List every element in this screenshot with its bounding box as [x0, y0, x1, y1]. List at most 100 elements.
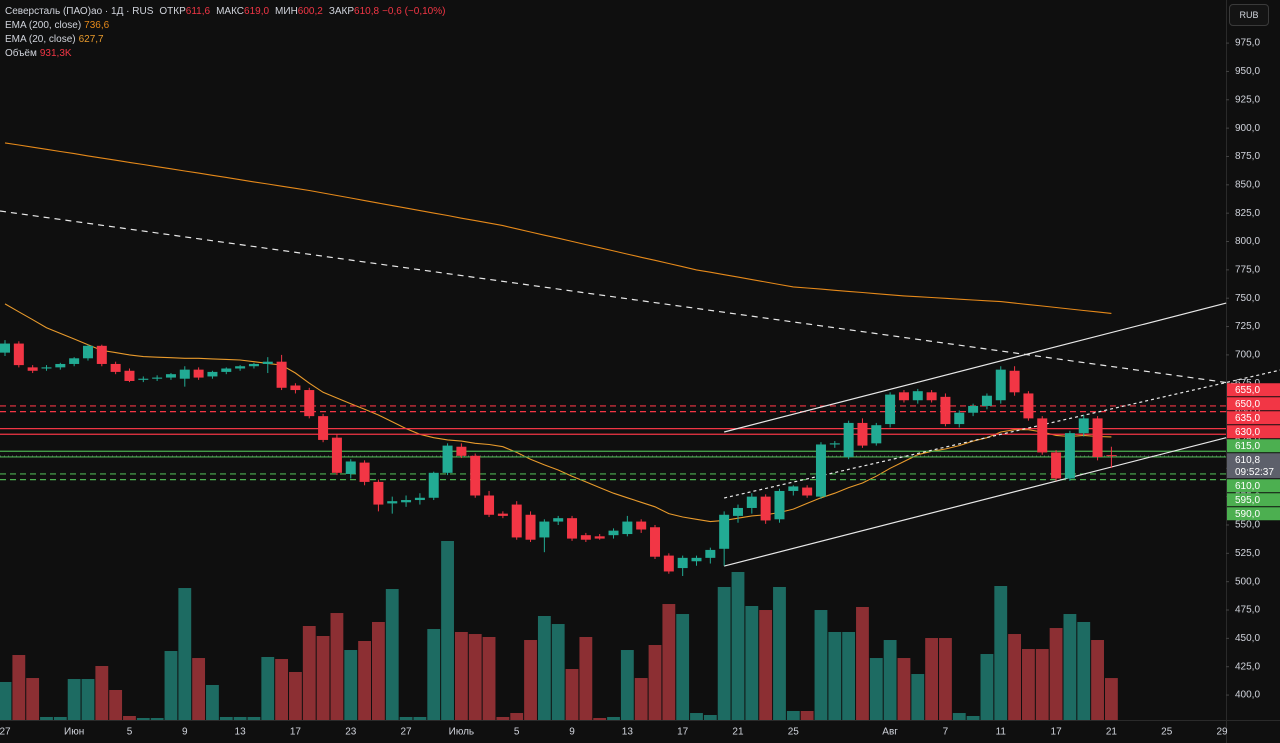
ohlc-value: 610,8	[354, 6, 380, 17]
ohlc-label: ЗАКР	[328, 6, 355, 17]
x-tick-label: 5	[514, 727, 520, 738]
candle-body	[179, 369, 190, 379]
x-tick-label: 13	[622, 727, 634, 738]
volume-bar	[496, 716, 510, 720]
legend-row: EMA (200, close) 736,6	[5, 19, 445, 33]
x-tick-label: 7	[943, 727, 949, 738]
trend-line	[724, 437, 1227, 567]
volume-bar	[607, 716, 620, 720]
y-tick-label: 400,0	[1235, 690, 1260, 701]
candle-body	[995, 369, 1006, 401]
candle-body	[248, 363, 259, 367]
candle-body	[0, 343, 10, 353]
volume-bar	[1091, 640, 1104, 720]
volume-bar	[1104, 678, 1118, 720]
candle-body	[981, 395, 992, 406]
volume-bar	[261, 656, 275, 720]
volume-bar	[676, 614, 690, 720]
candle-body	[1037, 418, 1048, 453]
volume-bar	[413, 716, 427, 720]
x-tick-label: 27	[0, 727, 11, 738]
candle-body	[760, 496, 771, 521]
volume-bar	[109, 690, 123, 720]
volume-bar	[316, 635, 330, 720]
volume-bar	[123, 715, 136, 720]
indicator-name: EMA (20, close)	[5, 34, 76, 45]
volume-bar	[869, 658, 883, 720]
candle-body	[124, 370, 135, 381]
candle-body	[276, 361, 287, 388]
volume-bar	[690, 713, 703, 720]
volume-bar	[344, 650, 358, 720]
volume-bar	[634, 678, 648, 720]
x-tick-label: 25	[1161, 727, 1173, 738]
candle-body	[207, 371, 218, 377]
volume-bar	[95, 665, 109, 720]
level-label-box	[1227, 425, 1280, 439]
candle-body	[484, 495, 495, 515]
candle-body	[428, 472, 439, 498]
candle-body	[1023, 393, 1034, 419]
ohlc-label: МИН	[275, 6, 298, 17]
level-label: 615,0	[1235, 441, 1260, 452]
level-label: 610,0	[1235, 481, 1260, 492]
volume-bar	[842, 631, 856, 720]
candle-body	[774, 490, 785, 520]
volume-bar	[814, 610, 828, 720]
volume-bar	[40, 716, 53, 720]
volume-bar	[731, 571, 745, 720]
currency-button[interactable]: RUB	[1229, 4, 1269, 26]
candle-body	[1009, 370, 1020, 393]
ohlc-item: ЗАКР610,8	[329, 5, 379, 19]
candle-body	[802, 487, 813, 496]
ohlc-item: ОТКР611,6	[159, 5, 210, 19]
volume-bar	[662, 604, 676, 720]
volume-bar	[399, 716, 413, 720]
y-tick-label: 875,0	[1235, 151, 1260, 162]
volume-bar	[12, 655, 26, 720]
volume-bar	[302, 625, 316, 720]
candle-body	[732, 507, 743, 516]
level-label: 590,0	[1235, 509, 1260, 520]
volume-bar	[1035, 649, 1049, 720]
candle-body	[456, 446, 467, 456]
ohlc-label: ОТКР	[159, 6, 186, 17]
volume-bar	[206, 685, 219, 720]
volume-bar	[67, 679, 81, 720]
volume-bar	[579, 636, 593, 720]
candle-body	[304, 390, 315, 417]
candle-body	[912, 391, 923, 401]
candle-body	[691, 557, 702, 562]
candle-body	[165, 374, 176, 378]
indicator-value: 736,6	[84, 20, 110, 31]
volume-bar	[233, 716, 247, 720]
volume-bar	[178, 588, 192, 720]
x-tick-label: 11	[996, 727, 1007, 738]
volume-bar	[897, 658, 911, 720]
x-tick-label: 5	[127, 727, 133, 738]
level-label: 655,0	[1235, 385, 1260, 396]
y-tick-label: 950,0	[1235, 66, 1260, 77]
candle-body	[608, 530, 619, 536]
volume-bar	[994, 585, 1008, 720]
level-label-box	[1227, 397, 1280, 411]
symbol: Северсталь (ПАО)ао · 1Д · RUS	[5, 6, 154, 17]
level-label: 610,8	[1235, 455, 1260, 466]
trend-line	[724, 302, 1227, 433]
ema-line	[4, 303, 1112, 523]
y-tick-label: 800,0	[1235, 236, 1260, 247]
candle-body	[318, 416, 329, 440]
legend-row: Объём 931,3K	[5, 47, 445, 61]
candle-body	[96, 345, 107, 364]
candle-body	[705, 549, 716, 558]
level-label-box	[1227, 453, 1280, 479]
candle-body	[1078, 418, 1089, 434]
volume-bar	[1049, 628, 1063, 720]
volume-bar	[828, 631, 842, 720]
volume-bar	[441, 541, 454, 720]
volume-bar	[966, 715, 980, 720]
volume-bar	[1077, 621, 1091, 720]
volume-bar	[911, 674, 925, 720]
volume-bar	[371, 621, 385, 720]
candle-body	[650, 527, 661, 557]
